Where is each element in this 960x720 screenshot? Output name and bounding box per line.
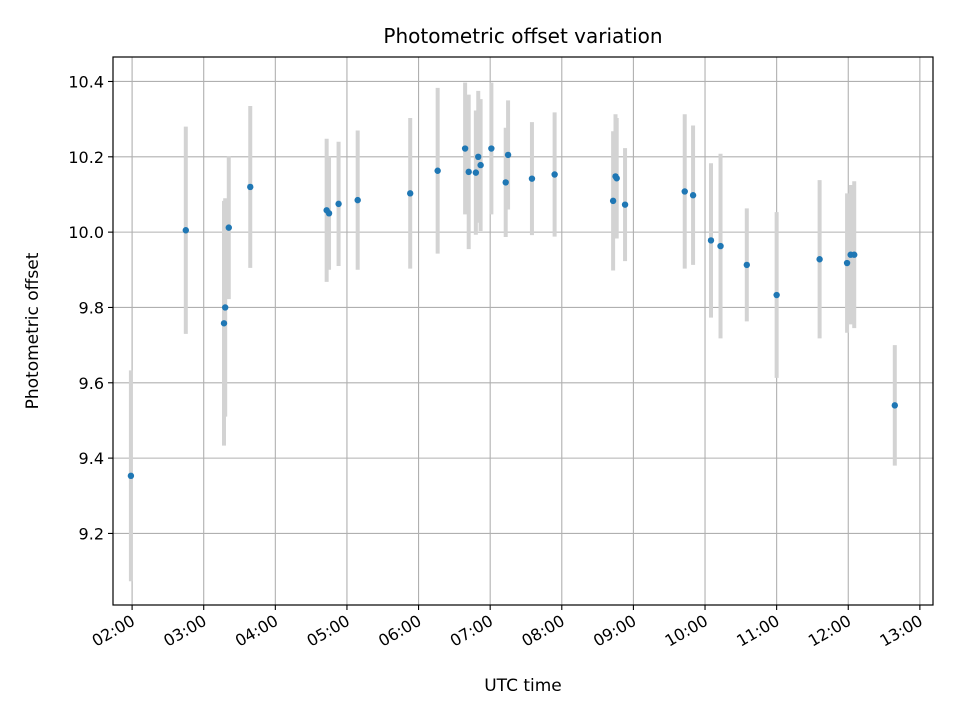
data-point <box>504 151 512 159</box>
y-tick-label: 10.4 <box>68 72 104 91</box>
plot-frame <box>112 56 934 606</box>
data-point <box>717 242 724 250</box>
data-point <box>816 256 823 263</box>
data-point <box>551 171 558 178</box>
data-point <box>182 227 190 234</box>
data-point <box>461 145 469 152</box>
data-point <box>127 472 135 480</box>
y-tick-label: 9.4 <box>79 449 104 468</box>
x-axis-label: UTC time <box>484 676 562 696</box>
data-point <box>434 167 441 174</box>
data-point <box>488 145 495 152</box>
data-point <box>477 161 484 169</box>
y-axis-ticks: 9.2 9.4 9.6 9.8 10.0 10.2 10.4 <box>68 72 113 543</box>
y-tick-label: 9.8 <box>79 298 104 317</box>
data-point <box>247 183 254 191</box>
y-tick-label: 9.6 <box>79 374 104 393</box>
data-point <box>689 192 697 199</box>
data-point <box>325 210 333 217</box>
data-point <box>465 168 472 176</box>
y-tick-label: 10.0 <box>68 223 104 242</box>
data-points <box>127 145 899 480</box>
data-point <box>354 196 361 204</box>
data-point <box>851 251 858 258</box>
data-point <box>843 259 851 267</box>
data-point <box>743 261 750 269</box>
data-point <box>613 175 620 182</box>
chart-title: Photometric offset variation <box>383 24 662 48</box>
data-point <box>528 175 536 182</box>
y-axis-label: Photometric offset <box>23 252 43 409</box>
data-point <box>502 179 509 186</box>
data-point <box>335 200 342 208</box>
data-point <box>707 237 715 244</box>
data-point <box>891 402 899 409</box>
y-tick-label: 9.2 <box>79 524 104 543</box>
data-point <box>472 169 480 176</box>
data-point <box>621 201 629 208</box>
data-point <box>225 224 232 231</box>
data-point <box>220 320 228 327</box>
data-point <box>681 188 688 195</box>
data-point <box>773 291 780 299</box>
data-point <box>609 197 617 205</box>
data-point <box>475 153 482 161</box>
y-tick-label: 10.2 <box>68 148 104 167</box>
data-point <box>221 304 229 311</box>
data-point <box>407 190 414 197</box>
